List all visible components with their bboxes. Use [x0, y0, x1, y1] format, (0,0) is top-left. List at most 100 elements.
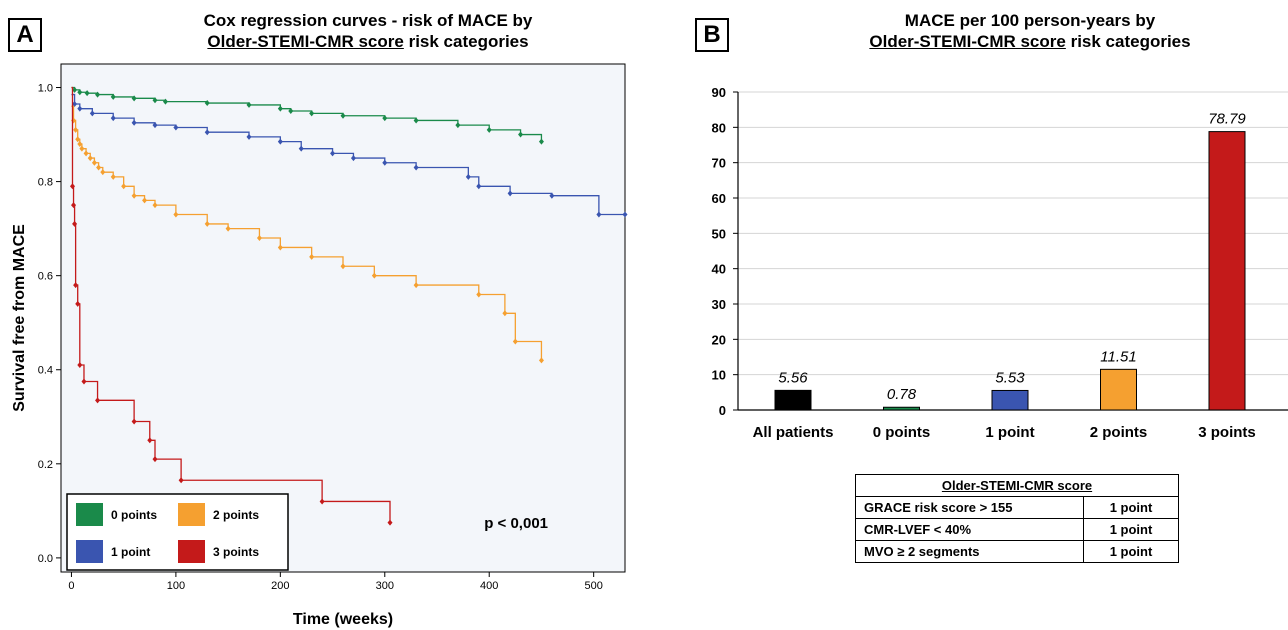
score-criterion: GRACE risk score > 155 — [855, 496, 1084, 519]
censor-mark-3 — [72, 220, 78, 227]
censor-mark-0 — [340, 112, 346, 119]
censor-mark-1 — [622, 211, 628, 218]
censor-mark-0 — [131, 95, 137, 102]
legend-swatch — [178, 540, 205, 563]
p-value-label: p < 0,001 — [484, 515, 548, 532]
censor-mark-0 — [162, 98, 168, 105]
censor-mark-1 — [549, 192, 555, 199]
censor-mark-0 — [413, 117, 419, 124]
censor-mark-1 — [413, 164, 419, 171]
censor-mark-1 — [298, 145, 304, 152]
legend-swatch — [76, 503, 103, 526]
censor-mark-2 — [204, 220, 210, 227]
censor-mark-2 — [110, 173, 116, 180]
panel-b-title-rest: risk categories — [1065, 32, 1191, 51]
censor-mark-1 — [173, 124, 179, 131]
censor-mark-0 — [84, 90, 90, 97]
censor-mark-1 — [246, 133, 252, 140]
censor-mark-2 — [83, 150, 89, 157]
censor-mark-2 — [309, 253, 315, 260]
legend-label: 3 points — [213, 545, 259, 559]
y-tick-label-a: 0.6 — [38, 271, 53, 283]
censor-mark-1 — [152, 122, 158, 129]
censor-mark-0 — [110, 93, 116, 100]
panel-a-title-rest: risk categories — [403, 32, 529, 51]
panel-a-letter: A — [8, 18, 42, 52]
panel-b-title-line1: MACE per 100 person-years by — [904, 11, 1156, 30]
censor-mark-1 — [72, 100, 78, 107]
censor-mark-2 — [77, 140, 83, 147]
panel-a-title-line2: Older-STEMI-CMR score risk categories — [108, 31, 628, 52]
score-table-row: GRACE risk score > 155 1 point — [855, 496, 1179, 519]
censor-mark-2 — [131, 192, 137, 199]
censor-mark-0 — [246, 101, 252, 108]
panel-a-title-line1: Cox regression curves - risk of MACE by — [203, 11, 533, 30]
x-category-label-b: 3 points — [1198, 424, 1256, 441]
y-tick-label-a: 1.0 — [38, 83, 53, 95]
censor-mark-2 — [538, 357, 544, 364]
censor-mark-1 — [350, 155, 356, 162]
panel-b-title-score: Older-STEMI-CMR score — [869, 32, 1066, 51]
censor-mark-0 — [204, 100, 210, 107]
censor-mark-3 — [77, 362, 83, 369]
plot-area-a — [60, 63, 626, 573]
legend-box — [66, 493, 289, 571]
censor-mark-2 — [256, 235, 262, 242]
censor-mark-3 — [69, 183, 75, 190]
y-tick-label-b: 10 — [712, 368, 726, 383]
bar-value-label: 11.51 — [1100, 348, 1136, 365]
censor-mark-0 — [309, 110, 315, 117]
x-category-label-b: 1 point — [985, 424, 1034, 441]
x-category-label-b: 2 points — [1090, 424, 1148, 441]
censor-mark-2 — [476, 291, 482, 298]
censor-mark-3 — [95, 397, 101, 404]
censor-mark-2 — [340, 263, 346, 270]
censor-mark-1 — [204, 129, 210, 136]
y-tick-label-b: 60 — [712, 191, 726, 206]
bar — [991, 389, 1029, 411]
censor-mark-1 — [507, 190, 513, 197]
censor-mark-2 — [87, 155, 93, 162]
censor-mark-3 — [178, 477, 184, 484]
bar-value-label: 0.78 — [887, 386, 917, 403]
x-tick-label-a: 0 — [68, 580, 74, 592]
panel-a-title-score: Older-STEMI-CMR score — [207, 32, 404, 51]
survival-curve-1 — [71, 93, 625, 216]
legend-label: 1 point — [111, 545, 150, 559]
legend-label: 2 points — [213, 508, 259, 522]
y-tick-label-a: 0.4 — [38, 365, 53, 377]
score-table-row: MVO ≥ 2 segments 1 point — [855, 540, 1179, 563]
bar-value-label: 5.56 — [778, 369, 808, 386]
x-axis-label-a: Time (weeks) — [293, 611, 393, 628]
censor-mark-3 — [152, 456, 158, 463]
censor-mark-0 — [72, 86, 78, 93]
censor-mark-0 — [77, 89, 83, 96]
censor-mark-0 — [455, 122, 461, 129]
censor-mark-1 — [465, 173, 471, 180]
censor-mark-3 — [147, 437, 153, 444]
censor-mark-2 — [91, 159, 97, 166]
censor-mark-0 — [518, 131, 524, 138]
censor-mark-1 — [476, 183, 482, 190]
score-table-row: CMR-LVEF < 40% 1 point — [855, 518, 1179, 541]
legend-swatch — [178, 503, 205, 526]
y-tick-label-b: 90 — [712, 85, 726, 100]
y-tick-label-b: 80 — [712, 120, 726, 135]
x-category-label-b: 0 points — [873, 424, 931, 441]
censor-mark-1 — [382, 159, 388, 166]
x-tick-label-a: 400 — [480, 580, 498, 592]
score-points: 1 point — [1083, 518, 1179, 541]
score-criterion: MVO ≥ 2 segments — [855, 540, 1084, 563]
score-points: 1 point — [1083, 540, 1179, 563]
bar — [883, 406, 920, 411]
censor-mark-2 — [121, 183, 127, 190]
y-axis-label-a: Survival free from MACE — [11, 224, 28, 412]
censor-mark-2 — [371, 272, 377, 279]
censor-mark-0 — [382, 115, 388, 122]
censor-mark-1 — [89, 110, 95, 117]
x-tick-label-a: 200 — [271, 580, 289, 592]
censor-mark-2 — [100, 169, 106, 176]
bar-value-label: 78.79 — [1208, 111, 1246, 128]
bar-value-label: 5.53 — [995, 369, 1025, 386]
